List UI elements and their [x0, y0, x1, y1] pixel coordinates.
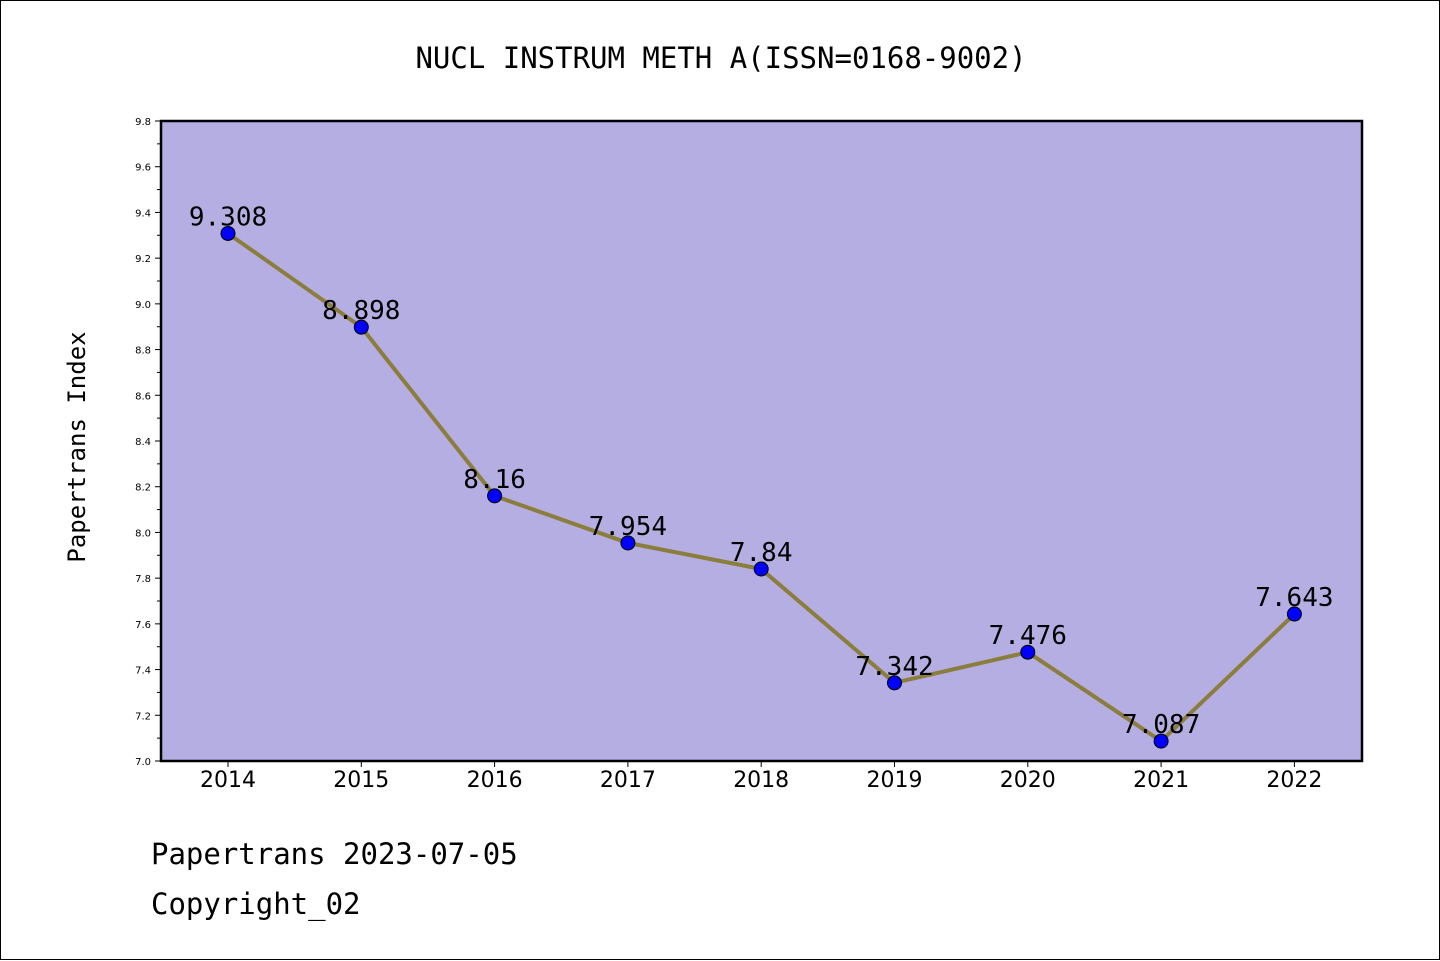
y-tick-label-2: 7.4: [135, 666, 151, 677]
y-tick-label-6: 8.2: [135, 483, 151, 494]
y-axis-label: Papertrans Index: [63, 331, 91, 562]
data-point-2018: [753, 561, 769, 577]
y-tick-label-4: 7.8: [135, 574, 151, 585]
data-label-2015: 8.898: [322, 296, 400, 326]
x-tick-label-2022: 2022: [1266, 768, 1322, 793]
y-axis: 7.0 7.2 7.4 7.6 7.8 8.0 8.2 8.4 8.6 8.8 9.0 9.2 9.4 9…: [135, 117, 161, 768]
data-label-2021: 7.087: [1122, 710, 1200, 740]
x-tick-label-2019: 2019: [867, 768, 923, 793]
y-tick-label-9: 8.8: [135, 346, 151, 357]
data-label-2016: 8.16: [463, 465, 526, 495]
y-tick-label-5: 8.0: [135, 528, 151, 539]
data-point-2016: [487, 488, 503, 504]
y-tick-label-14: 9.8: [135, 117, 151, 128]
data-label-2020: 7.476: [989, 621, 1067, 651]
x-tick-label-2020: 2020: [1000, 768, 1056, 793]
x-tick-label-2014: 2014: [200, 768, 256, 793]
data-point-2017: [620, 535, 636, 551]
data-point-2014: [220, 225, 236, 241]
y-tick-label-12: 9.4: [135, 208, 151, 219]
data-label-2017: 7.954: [589, 512, 667, 542]
x-tick-label-2015: 2015: [333, 768, 389, 793]
y-tick-label-10: 9.0: [135, 300, 151, 311]
y-tick-label-11: 9.2: [135, 254, 151, 265]
y-tick-label-0: 7.0: [135, 757, 151, 768]
y-tick-label-3: 7.6: [135, 620, 151, 631]
plot-area: [159, 119, 1364, 763]
y-tick-label-8: 8.6: [135, 391, 151, 402]
data-label-2014: 9.308: [189, 202, 267, 232]
y-tick-label-1: 7.2: [135, 711, 151, 722]
x-tick-label-2017: 2017: [600, 768, 656, 793]
data-point-2021: [1153, 733, 1169, 749]
x-tick-label-2018: 2018: [733, 768, 789, 793]
x-tick-label-2016: 2016: [467, 768, 523, 793]
x-tick-label-2021: 2021: [1133, 768, 1189, 793]
data-label-2022: 7.643: [1255, 583, 1333, 613]
data-point-2019: [887, 675, 902, 691]
y-tick-label-13: 9.6: [135, 163, 151, 174]
data-labels: 9.308 8.898 8.16 7.954 7.84 7.342 7.476 7.087 7.…: [189, 202, 1334, 740]
data-point-2020: [1020, 644, 1036, 660]
y-tick-label-7: 8.4: [135, 437, 151, 448]
data-markers: [220, 225, 1302, 749]
data-point-2022: [1286, 606, 1302, 622]
footer-date: Papertrans 2023-07-05: [151, 837, 518, 871]
chart-title: NUCL INSTRUM METH A(ISSN=0168-9002): [415, 41, 1026, 75]
data-point-2015: [353, 319, 369, 335]
data-label-2019: 7.342: [855, 652, 933, 682]
data-label-2018: 7.84: [730, 538, 793, 568]
footer-copyright: Copyright_02: [151, 887, 361, 921]
x-axis: 2014 2015 2016 2017 2018 2019 2020 2021 2022: [200, 761, 1322, 793]
